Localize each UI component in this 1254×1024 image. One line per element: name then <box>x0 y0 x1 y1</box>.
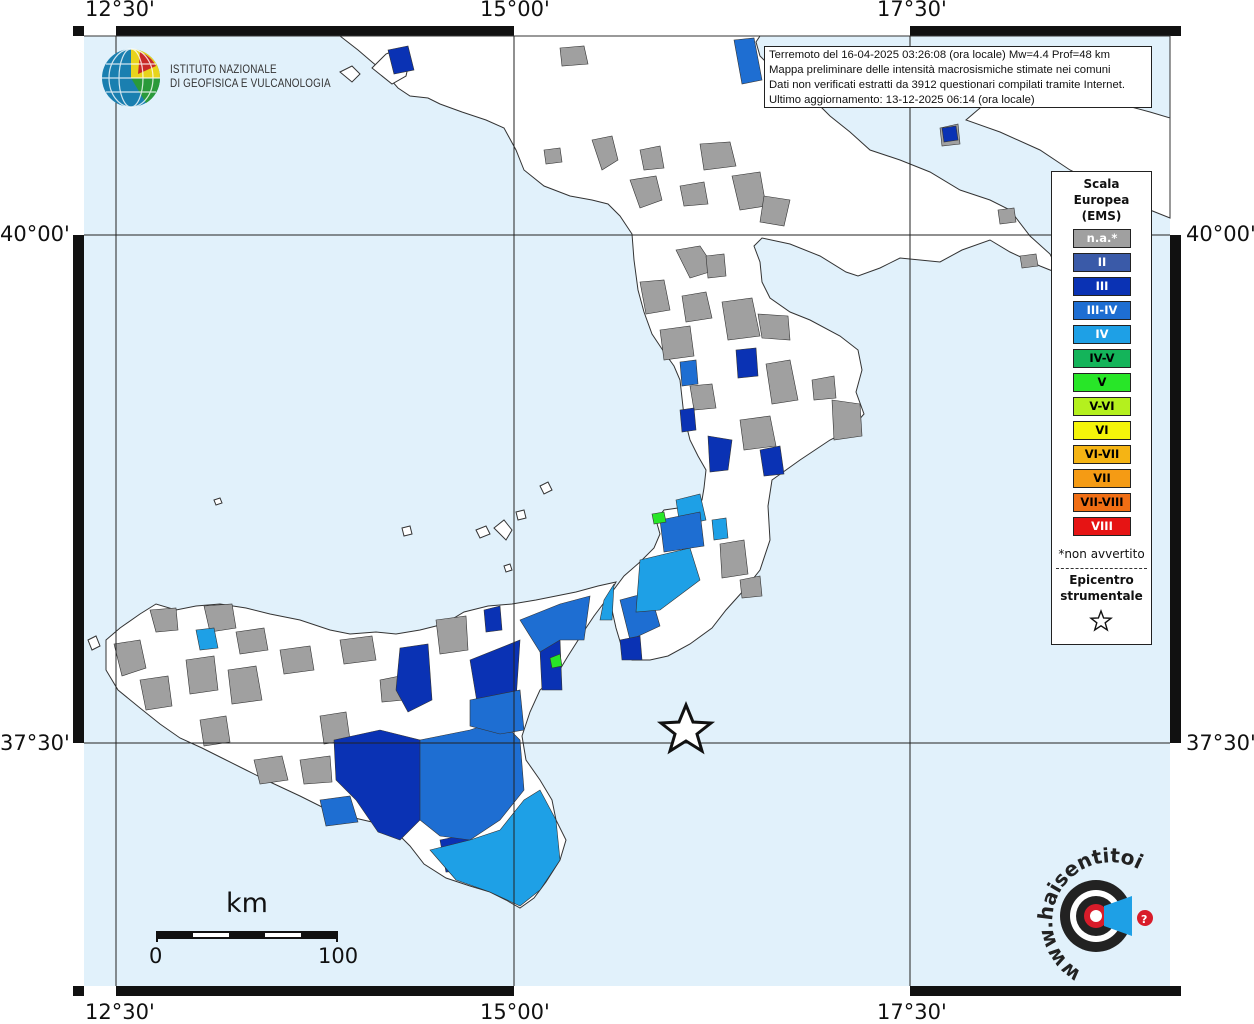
lat-label-left-1: 40°00' <box>0 222 70 246</box>
legend-title-line-1: Scala <box>1083 177 1120 191</box>
lon-label-bottom-2: 15°00' <box>480 1000 550 1024</box>
lat-label-right-2: 37°30' <box>1186 731 1254 755</box>
earthquake-target-icon: ? <box>1060 880 1153 952</box>
lon-label-top-1: 12°30' <box>85 0 155 21</box>
legend-title: Scala Europea (EMS) <box>1052 176 1151 224</box>
ingv-logo-icon <box>102 48 161 108</box>
legend-swatch: III-IV <box>1073 301 1131 320</box>
scale-bar-unit: km <box>226 888 268 919</box>
legend-swatch: VI <box>1073 421 1131 440</box>
legend-swatch: IV <box>1073 325 1131 344</box>
legend-title-line-3: (EMS) <box>1081 209 1122 223</box>
legend-swatch: IV-V <box>1073 349 1131 368</box>
scale-bar-max: 100 <box>318 944 359 968</box>
legend-swatch: III <box>1073 277 1131 296</box>
info-line-2: Mappa preliminare delle intensità macros… <box>769 64 1111 76</box>
legend-swatch: VII-VIII <box>1073 493 1131 512</box>
event-info-box: Terremoto del 16-04-2025 03:26:08 (ora l… <box>764 46 1152 108</box>
lat-label-left-2: 37°30' <box>0 731 70 755</box>
legend-epicenter-label: Epicentro strumentale <box>1052 572 1151 604</box>
info-line-3: Dati non verificati estratti da 3912 que… <box>769 79 1126 91</box>
intensity-areas <box>113 37 1039 907</box>
svg-text:?: ? <box>1141 913 1147 926</box>
epicenter-star-icon <box>656 701 716 755</box>
lat-label-right-1: 40°00' <box>1186 222 1254 246</box>
ingv-logo-text: ISTITUTO NAZIONALE DI GEOFISICA E VULCAN… <box>170 63 331 91</box>
legend-note: *non avvertito <box>1058 547 1145 561</box>
legend-swatch: VII <box>1073 469 1131 488</box>
legend-swatch: VIII <box>1073 517 1131 536</box>
ems-legend: Scala Europea (EMS) n.a.* II III III-IV IV IV… <box>1051 171 1152 645</box>
info-line-4: Ultimo aggiornamento: 13-12-2025 06:14 (… <box>769 94 1035 106</box>
legend-swatch: II <box>1073 253 1131 272</box>
lon-label-top-2: 15°00' <box>480 0 550 21</box>
scale-bar-min: 0 <box>149 944 163 968</box>
lon-label-bottom-1: 12°30' <box>85 1000 155 1024</box>
lon-label-bottom-3: 17°30' <box>877 1000 947 1024</box>
legend-swatch: n.a.* <box>1073 229 1131 248</box>
legend-epicenter-line-2: strumentale <box>1060 589 1143 603</box>
info-line-1: Terremoto del 16-04-2025 03:26:08 (ora l… <box>769 49 1110 61</box>
graticule <box>84 36 1170 986</box>
legend-swatch: V <box>1073 373 1131 392</box>
org-line-1: ISTITUTO NAZIONALE <box>170 64 277 76</box>
legend-epicenter-line-1: Epicentro <box>1069 573 1134 587</box>
org-line-2: DI GEOFISICA E VULCANOLOGIA <box>170 78 331 90</box>
legend-separator <box>1056 568 1147 569</box>
legend-swatch: V-VI <box>1073 397 1131 416</box>
scale-bar <box>156 931 338 942</box>
legend-star-icon <box>1089 609 1113 632</box>
legend-title-line-2: Europea <box>1073 193 1130 207</box>
legend-swatch: VI-VII <box>1073 445 1131 464</box>
lon-label-top-3: 17°30' <box>877 0 947 21</box>
